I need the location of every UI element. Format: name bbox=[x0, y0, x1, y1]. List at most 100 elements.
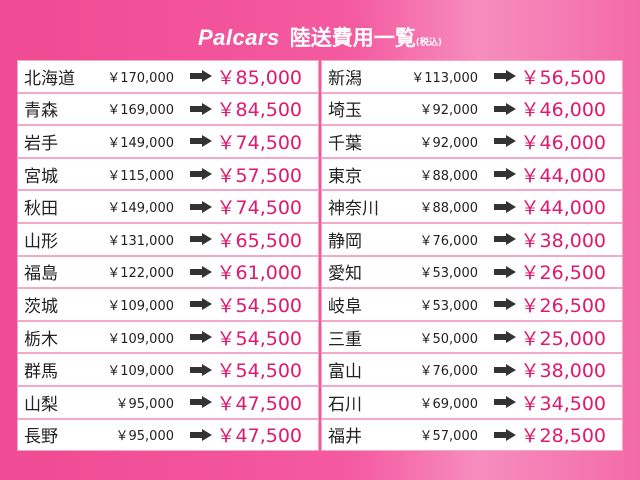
discounted-price: ￥28,500 bbox=[520, 425, 606, 448]
original-price: ￥50,000 bbox=[419, 331, 479, 347]
table-row: 埼玉 ￥92,000 ￥46,000 bbox=[322, 93, 622, 125]
original-price: ￥109,000 bbox=[107, 364, 174, 380]
prefecture: 愛知 bbox=[328, 264, 362, 285]
discounted-price: ￥54,500 bbox=[216, 360, 302, 383]
prefecture: 福井 bbox=[328, 427, 362, 448]
table-row: 神奈川 ￥88,000 ￥44,000 bbox=[322, 191, 622, 222]
original-price: ￥95,000 bbox=[115, 429, 175, 445]
table-row: 岐阜 ￥53,000 ￥26,500 bbox=[322, 289, 622, 320]
arrow-right-icon bbox=[190, 298, 212, 311]
arrow-right-icon bbox=[190, 168, 212, 181]
prefecture: 岐阜 bbox=[328, 296, 362, 317]
table-row: 山形 ￥131,000 ￥65,500 bbox=[18, 223, 318, 255]
arrow-right-icon bbox=[190, 200, 212, 213]
original-price: ￥76,000 bbox=[419, 364, 479, 380]
table-row: 東京 ￥88,000 ￥44,000 bbox=[322, 158, 622, 190]
original-price: ￥149,000 bbox=[107, 135, 174, 151]
table-row: 北海道 ￥170,000 ￥85,000 bbox=[18, 61, 318, 92]
discounted-price: ￥38,000 bbox=[520, 229, 606, 252]
arrow-right-icon bbox=[494, 363, 516, 376]
table-row: 岩手 ￥149,000 ￥74,500 bbox=[18, 126, 318, 157]
arrow-right-icon bbox=[190, 331, 212, 344]
original-price: ￥131,000 bbox=[107, 233, 174, 249]
table-row: 富山 ￥76,000 ￥38,000 bbox=[322, 354, 622, 385]
prefecture: 宮城 bbox=[24, 166, 58, 187]
prefecture: 東京 bbox=[328, 166, 362, 187]
prefecture: 富山 bbox=[328, 362, 362, 383]
arrow-right-icon bbox=[494, 102, 516, 115]
original-price: ￥88,000 bbox=[419, 201, 479, 217]
original-price: ￥115,000 bbox=[107, 168, 174, 184]
discounted-price: ￥46,000 bbox=[520, 99, 606, 122]
table-row: 新潟 ￥113,000 ￥56,500 bbox=[322, 61, 622, 92]
discounted-price: ￥44,000 bbox=[520, 197, 606, 220]
table-row: 青森 ￥169,000 ￥84,500 bbox=[18, 93, 318, 125]
discounted-price: ￥38,000 bbox=[520, 360, 606, 383]
discounted-price: ￥25,000 bbox=[520, 327, 606, 350]
original-price: ￥170,000 bbox=[107, 70, 174, 86]
discounted-price: ￥26,500 bbox=[520, 294, 606, 317]
table-row: 秋田 ￥149,000 ￥74,500 bbox=[18, 191, 318, 222]
prefecture: 北海道 bbox=[24, 68, 75, 89]
original-price: ￥88,000 bbox=[419, 168, 479, 184]
prefecture: 三重 bbox=[328, 329, 362, 350]
discounted-price: ￥44,000 bbox=[520, 164, 606, 187]
discounted-price: ￥74,500 bbox=[216, 131, 302, 154]
arrow-right-icon bbox=[494, 331, 516, 344]
original-price: ￥109,000 bbox=[107, 331, 174, 347]
original-price: ￥109,000 bbox=[107, 298, 174, 314]
table-row: 石川 ￥69,000 ￥34,500 bbox=[322, 386, 622, 418]
tax-note: (税込) bbox=[415, 38, 443, 48]
arrow-right-icon bbox=[494, 265, 516, 278]
discounted-price: ￥46,000 bbox=[520, 131, 606, 154]
original-price: ￥76,000 bbox=[419, 233, 479, 249]
prefecture: 石川 bbox=[328, 394, 362, 415]
prefecture: 岩手 bbox=[24, 133, 58, 154]
prefecture: 山形 bbox=[24, 231, 58, 252]
table-row: 静岡 ￥76,000 ￥38,000 bbox=[322, 223, 622, 255]
table-row: 千葉 ￥92,000 ￥46,000 bbox=[322, 126, 622, 157]
prefecture: 福島 bbox=[24, 264, 58, 285]
prefecture: 長野 bbox=[24, 427, 58, 448]
prefecture: 千葉 bbox=[328, 133, 362, 154]
arrow-right-icon bbox=[190, 233, 212, 246]
arrow-right-icon bbox=[494, 298, 516, 311]
discounted-price: ￥61,000 bbox=[216, 262, 302, 285]
discounted-price: ￥65,500 bbox=[216, 229, 302, 252]
page-title: 陸送費用一覧 bbox=[289, 26, 416, 50]
discounted-price: ￥54,500 bbox=[216, 294, 302, 317]
arrow-right-icon bbox=[494, 70, 516, 83]
discounted-price: ￥26,500 bbox=[520, 262, 606, 285]
table-row: 福島 ￥122,000 ￥61,000 bbox=[18, 256, 318, 288]
discounted-price: ￥54,500 bbox=[216, 327, 302, 350]
prefecture: 神奈川 bbox=[328, 199, 379, 220]
discounted-price: ￥74,500 bbox=[216, 197, 302, 220]
original-price: ￥92,000 bbox=[419, 103, 479, 119]
prefecture: 山梨 bbox=[24, 394, 58, 415]
discounted-price: ￥47,500 bbox=[216, 392, 302, 415]
arrow-right-icon bbox=[190, 363, 212, 376]
arrow-right-icon bbox=[494, 200, 516, 213]
discounted-price: ￥34,500 bbox=[520, 392, 606, 415]
table-row: 宮城 ￥115,000 ￥57,500 bbox=[18, 158, 318, 190]
arrow-right-icon bbox=[494, 168, 516, 181]
original-price: ￥95,000 bbox=[115, 396, 175, 412]
prefecture: 埼玉 bbox=[328, 101, 362, 122]
prefecture: 秋田 bbox=[24, 199, 58, 220]
original-price: ￥149,000 bbox=[107, 201, 174, 217]
table-row: 栃木 ￥109,000 ￥54,500 bbox=[18, 321, 318, 353]
arrow-right-icon bbox=[190, 102, 212, 115]
prefecture: 茨城 bbox=[24, 296, 58, 317]
table-row: 愛知 ￥53,000 ￥26,500 bbox=[322, 256, 622, 288]
discounted-price: ￥56,500 bbox=[520, 66, 606, 89]
original-price: ￥57,000 bbox=[419, 429, 479, 445]
header: Palcars 陸送費用一覧(税込) bbox=[0, 22, 640, 52]
arrow-right-icon bbox=[190, 265, 212, 278]
prefecture: 群馬 bbox=[24, 362, 58, 383]
arrow-right-icon bbox=[494, 135, 516, 148]
original-price: ￥69,000 bbox=[419, 396, 479, 412]
arrow-right-icon bbox=[494, 396, 516, 409]
original-price: ￥92,000 bbox=[419, 135, 479, 151]
table-row: 長野 ￥95,000 ￥47,500 bbox=[18, 419, 318, 451]
original-price: ￥122,000 bbox=[107, 266, 174, 282]
